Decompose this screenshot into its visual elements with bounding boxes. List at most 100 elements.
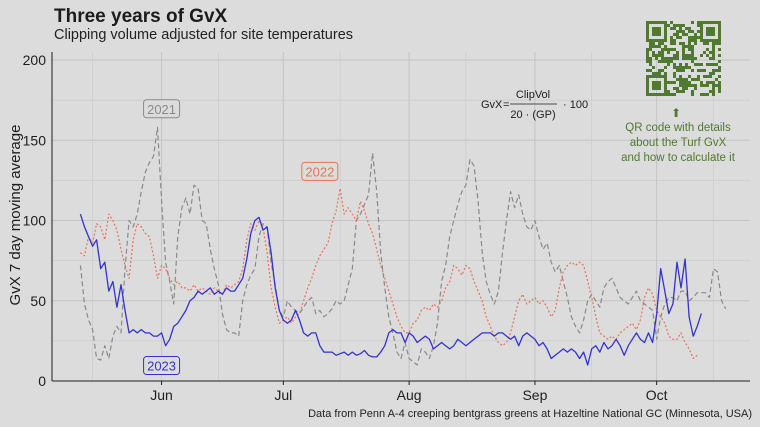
qr-module: [712, 54, 715, 57]
series-label-box: [301, 161, 339, 181]
qr-finder-center: [706, 27, 715, 36]
qr-module: [682, 66, 685, 69]
qr-module: [673, 87, 676, 90]
qr-finder: [700, 21, 721, 42]
qr-module: [670, 93, 673, 96]
x-tick-label: Jul: [274, 387, 292, 403]
qr-module: [703, 42, 706, 45]
qr-module: [670, 21, 673, 24]
qr-module: [661, 69, 664, 72]
qr-module: [670, 27, 673, 30]
qr-module: [700, 81, 703, 84]
qr-module: [712, 87, 715, 90]
qr-module: [682, 45, 685, 48]
qr-module: [673, 27, 676, 30]
qr-module: [676, 90, 679, 93]
source-caption: Data from Penn A-4 creeping bentgrass gr…: [308, 408, 752, 420]
qr-module: [649, 42, 652, 45]
qr-module: [718, 84, 721, 87]
qr-module: [697, 63, 700, 66]
x-tick-label: Oct: [646, 387, 668, 403]
qr-module: [688, 57, 691, 60]
qr-module: [691, 69, 694, 72]
series-line-2023: [79, 213, 702, 366]
qr-module: [676, 78, 679, 81]
qr-module: [670, 36, 673, 39]
qr-module: [679, 36, 682, 39]
qr-module: [658, 60, 661, 63]
qr-module: [673, 24, 676, 27]
qr-module: [706, 54, 709, 57]
qr-module: [691, 39, 694, 42]
qr-module: [697, 75, 700, 78]
qr-module: [658, 42, 661, 45]
qr-module: [676, 24, 679, 27]
qr-note-line: QR code with details: [625, 122, 731, 134]
qr-module: [688, 84, 691, 87]
qr-module: [715, 42, 718, 45]
qr-module: [682, 51, 685, 54]
qr-module: [655, 54, 658, 57]
qr-module: [673, 39, 676, 42]
qr-finder: [646, 21, 667, 42]
qr-module: [685, 33, 688, 36]
qr-module: [706, 93, 709, 96]
qr-module: [679, 69, 682, 72]
qr-module: [646, 57, 649, 60]
qr-module: [688, 42, 691, 45]
qr-module: [646, 51, 649, 54]
qr-module: [709, 75, 712, 78]
qr-module: [691, 60, 694, 63]
qr-module: [649, 63, 652, 66]
qr-module: [673, 72, 676, 75]
formula-numerator: ClipVol: [516, 89, 550, 101]
qr-note-line: about the Turf GvX: [629, 137, 727, 149]
qr-module: [697, 36, 700, 39]
qr-module: [670, 39, 673, 42]
qr-module: [673, 42, 676, 45]
qr-module: [682, 57, 685, 60]
up-arrow-icon: ⬆: [671, 106, 682, 120]
y-tick-label: 200: [23, 52, 47, 68]
qr-module: [682, 81, 685, 84]
qr-module: [667, 57, 670, 60]
qr-module: [652, 72, 655, 75]
qr-module: [664, 72, 667, 75]
qr-module: [691, 48, 694, 51]
qr-module: [685, 87, 688, 90]
qr-module: [706, 42, 709, 45]
qr-module: [670, 60, 673, 63]
qr-module: [706, 75, 709, 78]
qr-module: [652, 51, 655, 54]
qr-module: [694, 42, 697, 45]
qr-finder-center: [652, 81, 661, 90]
qr-module: [706, 63, 709, 66]
qr-module: [670, 42, 673, 45]
formula-denominator: 20 · (GP): [510, 109, 555, 121]
y-axis-label: GvX 7 day moving average: [7, 125, 24, 306]
qr-module: [718, 69, 721, 72]
series-line-2022: [80, 187, 698, 360]
qr-module: [679, 27, 682, 30]
qr-module: [694, 87, 697, 90]
qr-module: [655, 72, 658, 75]
chart-title: Three years of GvX: [54, 6, 228, 27]
qr-module: [676, 54, 679, 57]
qr-module: [673, 93, 676, 96]
qr-module: [667, 60, 670, 63]
qr-module: [718, 87, 721, 90]
qr-module: [709, 51, 712, 54]
qr-module: [679, 24, 682, 27]
qr-module: [649, 48, 652, 51]
qr-module: [706, 48, 709, 51]
qr-module: [655, 45, 658, 48]
qr-module: [685, 63, 688, 66]
qr-module: [682, 48, 685, 51]
qr-module: [688, 27, 691, 30]
qr-module: [715, 84, 718, 87]
qr-module: [691, 30, 694, 33]
qr-module: [688, 36, 691, 39]
series-label-box: [143, 356, 181, 376]
qr-module: [712, 63, 715, 66]
